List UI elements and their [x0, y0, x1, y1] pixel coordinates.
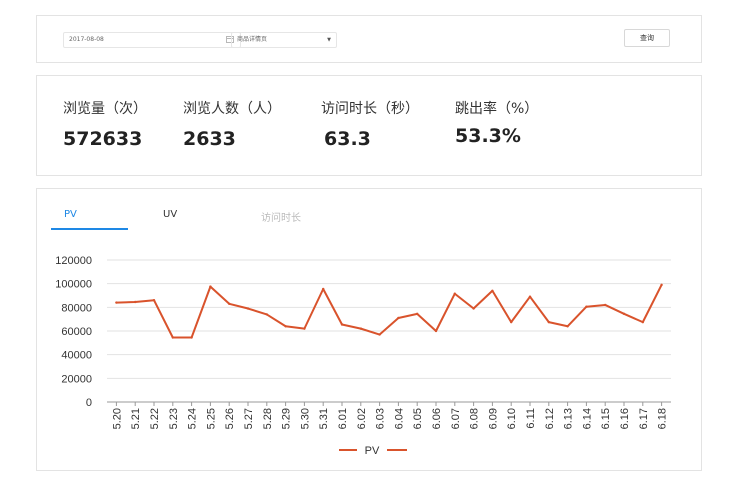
stat-bounce-rate: 跳出率（%） 53.3% — [455, 98, 538, 147]
data-point — [453, 292, 456, 295]
stat-label: 访问时长（秒） — [321, 101, 419, 117]
series-line-pv — [116, 284, 663, 339]
data-point — [547, 320, 550, 324]
x-tick-label: 6.18 — [657, 408, 669, 429]
x-tick-label: 6.08 — [469, 408, 481, 429]
x-tick-label: 6.13 — [563, 408, 575, 429]
x-tick-label: 6.07 — [450, 408, 462, 429]
pv-line-chart: 0 20000 40000 60000 80000 100000 120000 5.20 5.2… — [55, 255, 671, 457]
data-point — [378, 333, 381, 336]
data-point — [510, 320, 513, 324]
x-tick-label: 6.17 — [638, 408, 650, 429]
data-point — [359, 327, 362, 330]
x-tick-label: 5.20 — [111, 408, 123, 429]
stat-value: 572633 — [63, 128, 143, 150]
data-point — [152, 299, 156, 302]
data-point — [472, 307, 475, 310]
x-tick-label: 6.15 — [600, 408, 612, 429]
data-point — [660, 283, 663, 287]
active-tab-indicator — [51, 228, 128, 230]
x-tick-label: 5.29 — [281, 408, 293, 429]
x-tick-label: 6.02 — [356, 408, 368, 429]
data-point — [566, 325, 569, 328]
data-point — [303, 327, 306, 330]
stat-visitors: 浏览人数（人） 2633 — [183, 98, 281, 150]
data-point — [265, 313, 268, 316]
data-point — [397, 316, 400, 320]
data-point — [622, 312, 626, 316]
x-tick-label: 5.27 — [243, 408, 255, 429]
stat-label: 浏览量（次） — [63, 101, 147, 117]
x-tick-label: 6.04 — [393, 408, 405, 429]
y-tick-label: 0 — [86, 397, 92, 409]
data-point — [434, 329, 438, 333]
stats-panel: 浏览量（次） 572633 浏览人数（人） 2633 访问时长（秒） 63.3 … — [36, 75, 702, 176]
filter-panel: 2017-08-08 商品详情页 ▼ 查询 — [36, 15, 702, 63]
x-tick-label: 6.01 — [337, 408, 349, 429]
y-tick-label: 60000 — [61, 326, 92, 338]
stat-value: 63.3 — [324, 128, 371, 150]
data-point — [604, 303, 607, 307]
x-tick-label: 5.28 — [262, 408, 274, 429]
x-tick-label: 6.03 — [375, 408, 387, 429]
data-point — [209, 285, 212, 288]
tab-pv[interactable]: PV — [64, 209, 77, 220]
stat-pageviews: 浏览量（次） 572633 — [63, 98, 147, 150]
legend-label: PV — [365, 445, 380, 457]
stat-label: 跳出率（%） — [455, 101, 539, 117]
data-point — [641, 320, 644, 324]
data-point — [171, 336, 174, 339]
data-point — [190, 336, 193, 339]
data-point — [528, 295, 532, 298]
page-select[interactable]: 商品详情页 ▼ — [231, 32, 337, 48]
date-input[interactable]: 2017-08-08 — [63, 32, 241, 48]
x-tick-label: 6.11 — [525, 408, 537, 429]
x-tick-label: 6.06 — [431, 408, 443, 429]
stat-label: 浏览人数（人） — [183, 101, 281, 117]
date-value: 2017-08-08 — [69, 36, 104, 43]
x-tick-label: 5.24 — [187, 408, 199, 429]
stat-value: 53.3% — [455, 125, 521, 147]
x-tick-label: 6.09 — [487, 408, 499, 429]
x-tick-label: 6.12 — [544, 408, 556, 429]
query-button[interactable]: 查询 — [624, 29, 670, 47]
data-point — [246, 307, 250, 310]
x-tick-label: 6.10 — [506, 408, 518, 429]
chart-panel: PV UV 访问时长 0 20000 40000 60000 80000 100000 12… — [36, 188, 702, 471]
x-tick-label: 5.22 — [149, 408, 161, 429]
x-tick-label: 5.30 — [299, 408, 311, 429]
data-point — [284, 325, 287, 328]
data-point — [585, 305, 588, 308]
data-point — [416, 312, 419, 316]
x-tick-label: 5.23 — [168, 408, 180, 429]
tab-duration[interactable]: 访问时长 — [261, 213, 301, 224]
data-point — [134, 300, 137, 304]
y-tick-label: 120000 — [55, 255, 92, 267]
x-tick-label: 6.14 — [581, 408, 593, 429]
x-tick-label: 6.16 — [619, 408, 631, 429]
y-tick-label: 100000 — [55, 279, 92, 291]
x-tick-label: 5.21 — [130, 408, 142, 429]
x-tick-label: 6.05 — [412, 408, 424, 429]
x-tick-label: 5.25 — [205, 408, 217, 429]
y-tick-label: 80000 — [61, 302, 92, 314]
calendar-icon[interactable] — [226, 36, 234, 43]
data-point — [322, 287, 325, 291]
data-point — [228, 302, 231, 305]
data-point — [491, 289, 494, 292]
stat-duration: 访问时长（秒） 63.3 — [321, 98, 419, 150]
tab-uv[interactable]: UV — [163, 209, 178, 220]
y-tick-label: 40000 — [61, 350, 92, 362]
chevron-down-icon: ▼ — [327, 37, 331, 43]
stat-value: 2633 — [183, 128, 236, 150]
x-tick-label: 5.31 — [318, 408, 330, 429]
data-point — [340, 323, 344, 326]
y-tick-label: 20000 — [61, 373, 92, 385]
page-select-value: 商品详情页 — [237, 36, 268, 43]
data-point — [115, 301, 118, 304]
x-tick-label: 5.26 — [224, 408, 236, 429]
